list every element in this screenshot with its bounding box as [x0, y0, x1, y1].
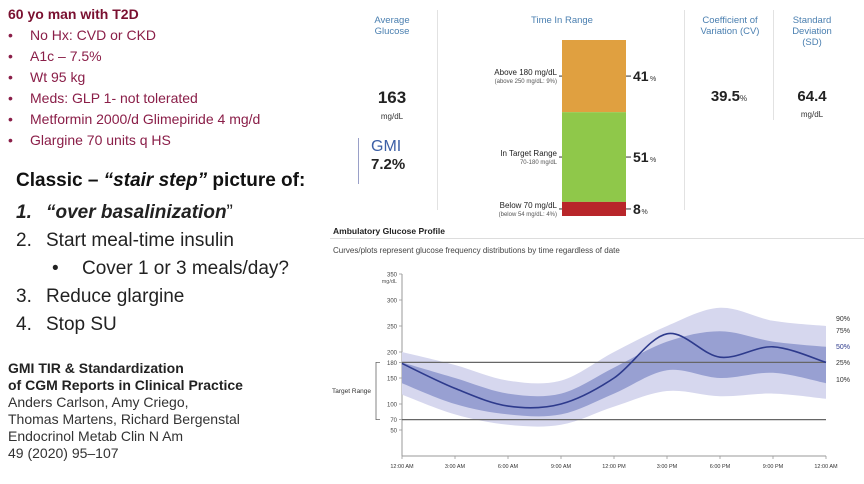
tir-label: In Target Range	[500, 149, 557, 158]
reference-title: GMI TIR & Standardization of CGM Reports…	[8, 360, 243, 461]
tir-value: 8	[633, 201, 641, 217]
step-item: 2. Start meal-time insulin	[16, 230, 234, 251]
divider	[330, 238, 864, 239]
tir-chart: Above 180 mg/dL (above 250 mg/dL: 9%) 41 % I…	[494, 40, 656, 218]
case-item: • Glargine 70 units q HS	[8, 130, 260, 151]
divider	[437, 10, 438, 210]
reference-authors: Thomas Martens, Richard Bergenstal	[8, 411, 240, 427]
agp-y-tick-label: 100	[387, 403, 398, 409]
average-glucose-unit: mg/dL	[380, 112, 404, 121]
agp-x-tick-label: 12:00 AM	[390, 464, 414, 470]
agp-y-tick-label: 70	[390, 418, 397, 424]
bullet: •	[8, 111, 13, 127]
agp-subtitle: Curves/plots represent glucose frequency…	[333, 246, 620, 255]
case-list: • No Hx: CVD or CKD • A1c – 7.5% • Wt 95 kg…	[8, 25, 260, 151]
step-item: 3. Reduce glargine	[16, 286, 185, 307]
tir-sublabel: 70-180 mg/dL	[520, 160, 558, 166]
agp-percentile-label: 90%	[836, 316, 850, 323]
agp-y-tick-label: 50	[390, 429, 397, 435]
agp-y-tick-label: 250	[387, 325, 398, 331]
classic-heading: Classic – “stair step” picture of:	[16, 170, 306, 191]
case-title: 60 yo man with T2D	[8, 6, 139, 22]
agp-band-25-75	[402, 331, 826, 417]
agp-x-tick-label: 3:00 PM	[657, 464, 678, 470]
tir-title: Time In Range	[531, 15, 593, 26]
cv-metric: Coefficient of Variation (CV)	[700, 15, 760, 37]
agp-median-line	[401, 332, 827, 409]
tir-pct-sign: %	[642, 209, 648, 216]
reference-authors: Anders Carlson, Amy Criego,	[8, 394, 189, 410]
tir-pct-sign: %	[650, 157, 656, 164]
tir-label: Below 70 mg/dL	[500, 201, 558, 210]
tir-sublabel: (above 250 mg/dL: 9%)	[495, 79, 557, 85]
agp-x-tick-label: 12:00 PM	[602, 464, 626, 470]
sd-unit: mg/dL	[800, 110, 824, 119]
agp-percentile-label: 50%	[836, 344, 850, 351]
agp-y-tick-label: 150	[387, 377, 398, 383]
agp-y-tick-label: 180	[387, 361, 398, 367]
tir-value: 51	[633, 149, 649, 165]
agp-y-tick-label: 200	[387, 351, 398, 357]
tir-label: Above 180 mg/dL	[494, 68, 557, 77]
agp-y-unit: mg/dL	[382, 279, 397, 285]
agp-x-tick-label: 6:00 PM	[710, 464, 731, 470]
bullet: •	[8, 132, 13, 148]
case-item: • Meds: GLP 1- not tolerated	[8, 88, 260, 109]
agp-target-label: Target Range	[332, 388, 371, 395]
agp-x-tick-label: 9:00 AM	[551, 464, 572, 470]
tir-labels: Above 180 mg/dL (above 250 mg/dL: 9%) 41 % I…	[494, 68, 656, 218]
divider	[684, 10, 685, 210]
step-subitem: • Cover 1 or 3 meals/day?	[52, 258, 289, 279]
step-item: 1. “over basalinization”	[16, 202, 233, 223]
tir-value: 41	[633, 68, 649, 84]
agp-x-tick-label: 9:00 PM	[763, 464, 784, 470]
agp-y-tick-label: 350	[387, 273, 398, 279]
tir-segment-below	[562, 201, 626, 216]
agp-percentile-label: 75%	[836, 328, 850, 335]
bullet: •	[8, 27, 13, 43]
steps-list: 1. “over basalinization” 2. Start meal-tim…	[16, 199, 289, 339]
case-item: • A1c – 7.5%	[8, 46, 260, 67]
agp-y-tick-label: 300	[387, 299, 398, 305]
sd-metric: Standard Deviation (SD)	[792, 15, 832, 48]
agp-title: Ambulatory Glucose Profile	[333, 226, 445, 236]
case-item: • Wt 95 kg	[8, 67, 260, 88]
gmi-metric: GMI 7.2%	[358, 138, 431, 184]
agp-x-tick-label: 3:00 AM	[445, 464, 466, 470]
agp-percentile-label: 10%	[836, 377, 850, 384]
average-glucose-metric: Average Glucose	[374, 15, 410, 37]
bullet: •	[8, 69, 13, 85]
tir-sublabel: (below 54 mg/dL: 4%)	[499, 212, 557, 218]
reference-journal: Endocrinol Metab Clin N Am	[8, 428, 184, 444]
agp-x-tick-label: 6:00 AM	[498, 464, 519, 470]
bullet: •	[8, 48, 13, 64]
cv-value: 39.5%	[710, 88, 748, 105]
agp-target-bracket	[375, 362, 380, 420]
tir-bar	[562, 40, 626, 216]
divider	[773, 10, 774, 120]
case-item: • No Hx: CVD or CKD	[8, 25, 260, 46]
bullet: •	[8, 90, 13, 106]
average-glucose-value: 163	[377, 88, 407, 107]
reference-citation: 49 (2020) 95–107	[8, 445, 119, 461]
agp-percentile-label: 25%	[836, 360, 850, 367]
sd-value: 64.4	[797, 88, 827, 105]
tir-pct-sign: %	[650, 76, 656, 83]
agp-x-tick-label: 12:00 AM	[814, 464, 838, 470]
case-item: • Metformin 2000/d Glimepiride 4 mg/d	[8, 109, 260, 130]
step-item: 4. Stop SU	[16, 314, 117, 335]
tir-segment-target	[562, 112, 626, 202]
tir-segment-above	[562, 40, 626, 113]
